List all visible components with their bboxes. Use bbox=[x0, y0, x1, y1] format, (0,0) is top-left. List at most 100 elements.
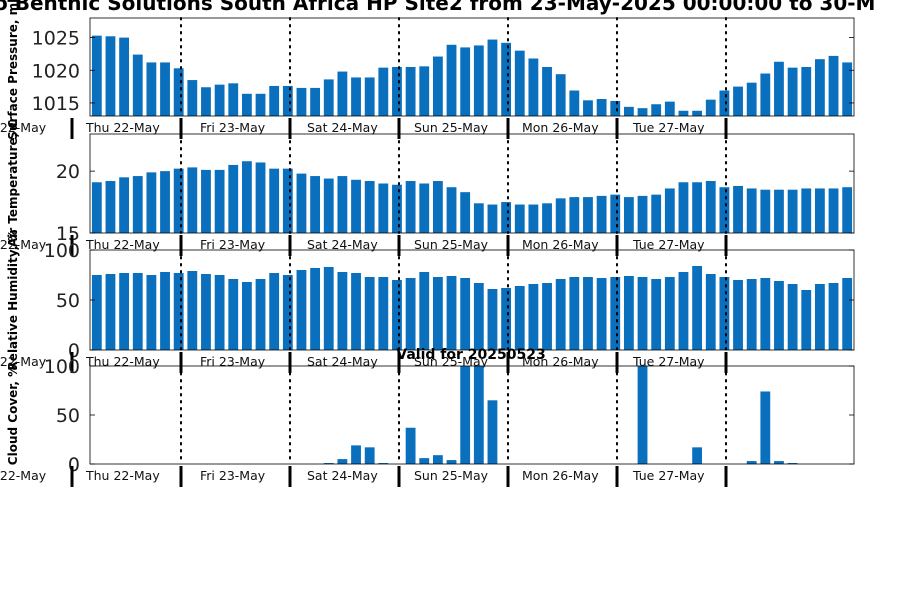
bar bbox=[473, 366, 484, 464]
bar bbox=[296, 87, 307, 116]
day-label: Sat 24-May bbox=[307, 120, 378, 135]
day-label: Tue 27-May bbox=[632, 237, 705, 252]
bar bbox=[487, 400, 498, 464]
bar bbox=[378, 463, 389, 464]
bar bbox=[446, 44, 457, 116]
bar bbox=[637, 366, 648, 464]
y-tick-label: 1015 bbox=[32, 93, 80, 115]
bar bbox=[351, 273, 361, 350]
bar bbox=[774, 281, 784, 350]
y-axis-label: Air Temperature, C bbox=[6, 120, 20, 248]
day-label: Thu 22-May bbox=[85, 120, 160, 135]
bar bbox=[760, 278, 771, 350]
bar bbox=[501, 42, 512, 116]
day-label: Fri 23-May bbox=[200, 354, 266, 369]
y-axis-label: Surface Pressure, mb bbox=[6, 0, 20, 140]
bar bbox=[460, 47, 471, 116]
bar bbox=[419, 66, 430, 116]
bar bbox=[746, 82, 757, 116]
y-tick-label: 100 bbox=[44, 240, 80, 262]
bar bbox=[787, 463, 798, 464]
bar bbox=[596, 195, 607, 234]
day-label: Tue 27-May bbox=[632, 468, 705, 483]
bar bbox=[692, 110, 703, 116]
bar bbox=[692, 266, 703, 350]
bar bbox=[337, 71, 348, 116]
bar bbox=[678, 110, 689, 116]
bar bbox=[460, 192, 471, 233]
bar bbox=[487, 289, 498, 350]
bar bbox=[814, 59, 825, 116]
bar bbox=[255, 279, 266, 350]
bar bbox=[201, 87, 211, 116]
axes-frame bbox=[89, 17, 855, 117]
chart-title: o Benthic Solutions South Africa HP Site… bbox=[0, 0, 875, 15]
y-tick-label: 20 bbox=[56, 161, 80, 183]
day-label: u 22-May bbox=[0, 120, 47, 135]
bar bbox=[705, 181, 716, 233]
bar bbox=[460, 366, 471, 464]
bar bbox=[774, 189, 784, 233]
bar bbox=[528, 204, 539, 233]
bar bbox=[637, 108, 648, 116]
bar bbox=[201, 169, 211, 233]
bar bbox=[501, 202, 512, 233]
day-label: Mon 26-May bbox=[522, 237, 599, 252]
bar bbox=[405, 181, 416, 233]
day-label: u 22-May bbox=[0, 354, 47, 369]
bar bbox=[542, 283, 552, 350]
panel-1: 1015 1020 1025 Surface Pressure, mbu 22-May… bbox=[0, 0, 855, 140]
bar bbox=[323, 79, 334, 116]
bar bbox=[419, 183, 430, 233]
bar bbox=[91, 182, 102, 233]
bar bbox=[187, 167, 198, 233]
bar bbox=[610, 100, 621, 116]
bar bbox=[364, 277, 375, 350]
bar bbox=[241, 161, 252, 233]
bar bbox=[569, 90, 580, 116]
bar bbox=[528, 284, 539, 350]
bar bbox=[351, 179, 361, 233]
bar bbox=[432, 277, 443, 350]
bar bbox=[733, 280, 743, 350]
bar bbox=[132, 176, 143, 233]
bar bbox=[596, 99, 607, 116]
bar bbox=[119, 273, 130, 350]
day-label: u 22-May bbox=[0, 237, 47, 252]
bar bbox=[555, 198, 566, 233]
bar bbox=[583, 277, 593, 350]
axes-frame bbox=[89, 365, 855, 465]
bar bbox=[187, 271, 198, 350]
bar bbox=[119, 37, 130, 116]
day-label: Sun 25-May bbox=[414, 354, 489, 369]
bar bbox=[364, 77, 375, 116]
bar bbox=[542, 67, 552, 116]
bar bbox=[91, 275, 102, 350]
bar bbox=[692, 447, 703, 464]
bar bbox=[842, 278, 853, 350]
bar bbox=[528, 58, 539, 116]
bar bbox=[501, 288, 512, 350]
bar bbox=[828, 55, 839, 116]
bar bbox=[514, 50, 525, 116]
bar bbox=[214, 275, 225, 350]
bar bbox=[364, 181, 375, 233]
bar bbox=[173, 273, 184, 350]
bar bbox=[160, 62, 170, 116]
bar bbox=[801, 188, 812, 233]
day-label: Sat 24-May bbox=[307, 468, 378, 483]
bar bbox=[746, 461, 757, 464]
bar bbox=[651, 104, 662, 116]
y-tick-label: 100 bbox=[44, 356, 80, 378]
bar bbox=[555, 74, 566, 116]
bar bbox=[473, 45, 484, 116]
bar bbox=[569, 197, 580, 233]
bar bbox=[146, 172, 157, 233]
bar bbox=[323, 178, 334, 233]
bar bbox=[733, 185, 743, 233]
bar bbox=[487, 39, 498, 117]
bar bbox=[664, 277, 675, 350]
bar bbox=[91, 35, 102, 116]
